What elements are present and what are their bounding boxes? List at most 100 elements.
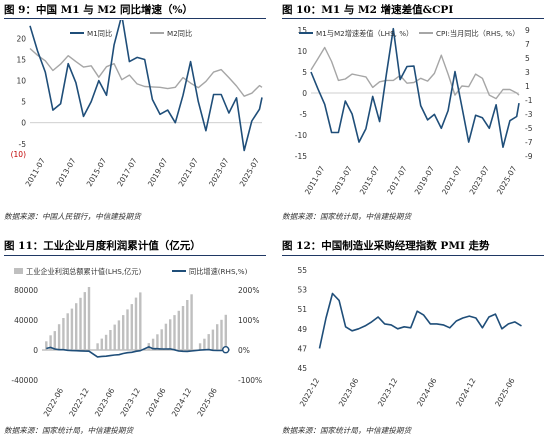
- chart11-bar-18: [126, 309, 129, 350]
- chart10-y-right-tick-3: 3: [525, 68, 530, 77]
- chart9-x-tick-1: 2013-07: [54, 156, 78, 188]
- chart12-x-tick-3: 2024-06: [415, 376, 439, 408]
- chart11-x-tick-6: 2025-06: [195, 386, 219, 418]
- chart10-title-rule: [282, 18, 544, 19]
- chart11-y-left-tick-0: 80000: [14, 286, 38, 295]
- chart10-y-left-tick-3: 0: [302, 89, 307, 98]
- chart9-y-tick-0: 20: [16, 34, 26, 43]
- chart9-y-tick-5: -5: [19, 140, 27, 149]
- chart11-y-left-tick-3: -40000: [11, 376, 38, 385]
- chart10-title: 图 10：M1 与 M2 增速差值&CPI: [282, 4, 454, 16]
- chart11-bar-2: [53, 331, 56, 350]
- chart11-bar-11: [96, 343, 99, 350]
- chart10-y-right-tick-8: -7: [525, 138, 533, 147]
- chart9-y-tick-4: 0: [21, 119, 26, 128]
- chart11-bar-24: [156, 334, 159, 350]
- chart11-bar-25: [160, 329, 163, 350]
- chart11-bar-34: [203, 338, 206, 350]
- chart10-x-tick-3: 2017-07: [385, 164, 409, 196]
- chart9-x-tick-7: 2025-07: [238, 156, 262, 188]
- chart12-x-tick-5: 2025-06: [493, 376, 517, 408]
- chart11-bar-15: [113, 324, 116, 350]
- chart11-series-1: [46, 346, 226, 358]
- chart10-legend-1-label: CPI:当月同比（RHS, %）: [436, 29, 519, 38]
- chart11-bar-17: [122, 315, 125, 350]
- chart11-x-tick-4: 2024-06: [144, 386, 168, 418]
- chart12-y-tick-0: 55: [297, 266, 307, 275]
- chart11-bar-10: [87, 287, 91, 350]
- chart10-y-right-tick-0: 9: [525, 26, 530, 35]
- chart11-bar-26: [164, 323, 168, 350]
- chart12-series-0: [318, 292, 522, 349]
- chart10-plot: 15 10 5 0 -5 -10 -15 9 7 5 3 1 -1 -3 -5 -7 -9 M1与M2增速差值（L…: [295, 26, 533, 196]
- chart11-title: 图 11：工业企业月度利润累计值（亿元）: [4, 240, 201, 252]
- chart11-x-tick-3: 2023-12: [119, 386, 143, 418]
- chart9-x-tick-4: 2019-07: [146, 156, 170, 188]
- chart11-bar-19: [130, 304, 133, 350]
- chart12-x-tick-0: 2022-12: [298, 376, 322, 408]
- chart10-x-tick-1: 2013-07: [330, 164, 354, 196]
- chart11-legend-0-swatch: [14, 268, 23, 274]
- chart11-bar-0: [45, 341, 48, 350]
- chart11-bar-1: [49, 335, 52, 350]
- chart11-legend-1-label: 同比增速(RHS,%): [189, 267, 248, 276]
- chart11-bar-13: [104, 334, 108, 350]
- chart12-x-tick-1: 2023-06: [337, 376, 361, 408]
- chart9-x-tick-0: 2011-07: [24, 156, 48, 188]
- chart11-x-tick-5: 2024-12: [170, 386, 194, 418]
- chart11-bar-8: [79, 297, 82, 350]
- chart10-x-tick-7: 2025-07: [495, 164, 519, 196]
- chart11-y-right-tick-0: 200%: [238, 286, 259, 295]
- chart10-y-left-tick-6: -15: [295, 152, 307, 161]
- chart12-x-tick-2: 2023-12: [376, 376, 400, 408]
- chart10-y-right-tick-6: -3: [525, 110, 533, 119]
- chart9-legend-0-label: M1同比: [87, 29, 112, 38]
- chart11-y-right-tick-2: 0%: [238, 346, 250, 355]
- chart11-bar-37: [216, 324, 219, 350]
- chart12-title: 图 12：中国制造业采购经理指数 PMI 走势: [282, 240, 490, 252]
- chart11-bar-23: [151, 338, 155, 350]
- chart10-series-1: [310, 46, 520, 100]
- chart11-bar-16: [117, 320, 121, 350]
- chart12-y-tick-1: 53: [297, 286, 307, 295]
- chart12-title-rule: [282, 255, 544, 256]
- chart11-bar-33: [198, 343, 202, 350]
- chart9-y-tick-2: 10: [16, 77, 26, 86]
- chart9-y-tick-1: 15: [16, 56, 26, 65]
- chart11-bar-12: [100, 338, 103, 350]
- chart9-x-tick-3: 2017-07: [115, 156, 139, 188]
- chart11-bar-29: [177, 310, 180, 350]
- chart9-y-tick-extra: (10): [11, 150, 26, 159]
- chart9-title: 图 9：中国 M1 与 M2 同比增速（%）: [4, 4, 193, 16]
- chart9-legend-1-label: M2同比: [167, 29, 192, 38]
- chart11-bar-5: [66, 313, 69, 350]
- chart11-bar-14: [109, 330, 112, 350]
- chart12-y-tick-4: 47: [297, 344, 307, 353]
- chart11-bar-35: [207, 334, 210, 350]
- chart10-y-left-tick-2: 5: [302, 68, 307, 77]
- chart10-legend-0-label: M1与M2增速差值（LHS, %）: [316, 29, 413, 38]
- chart11-bar-27: [169, 319, 172, 350]
- chart12-source: 数据来源：国家统计局，中信建投期货: [282, 426, 412, 435]
- chart12-y-tick-5: 45: [297, 364, 307, 373]
- chart12-y-tick-2: 51: [297, 305, 307, 314]
- chart10-y-right-tick-4: 1: [525, 82, 530, 91]
- chart11-legend-0-label: 工业企业利润总额累计值(LHS,亿元): [26, 267, 141, 276]
- chart9-x-tick-2: 2015-07: [85, 156, 109, 188]
- chart11-y-right-tick-1: 100%: [238, 316, 259, 325]
- chart11-x-tick-1: 2022-12: [67, 386, 91, 418]
- chart9-x-tick-5: 2021-07: [177, 156, 201, 188]
- chart11-bar-21: [139, 292, 142, 350]
- chart9-x-tick-6: 2023-07: [207, 156, 231, 188]
- chart9-series-0: [29, 20, 263, 152]
- chart10-y-left-tick-1: 10: [297, 47, 307, 56]
- chart10-y-left-tick-5: -10: [295, 131, 307, 140]
- chart9-title-rule: [4, 18, 266, 19]
- chart9-source: 数据来源：中国人民银行，中信建投期货: [4, 212, 141, 221]
- chart10-y-right-tick-5: -1: [525, 96, 533, 105]
- chart11-bar-36: [211, 329, 215, 350]
- chart11-y-right-tick-3: -100%: [238, 376, 262, 385]
- chart11-bar-30: [181, 306, 185, 350]
- chart10-x-tick-0: 2011-07: [303, 164, 327, 196]
- chart10-y-right-tick-7: -5: [525, 124, 533, 133]
